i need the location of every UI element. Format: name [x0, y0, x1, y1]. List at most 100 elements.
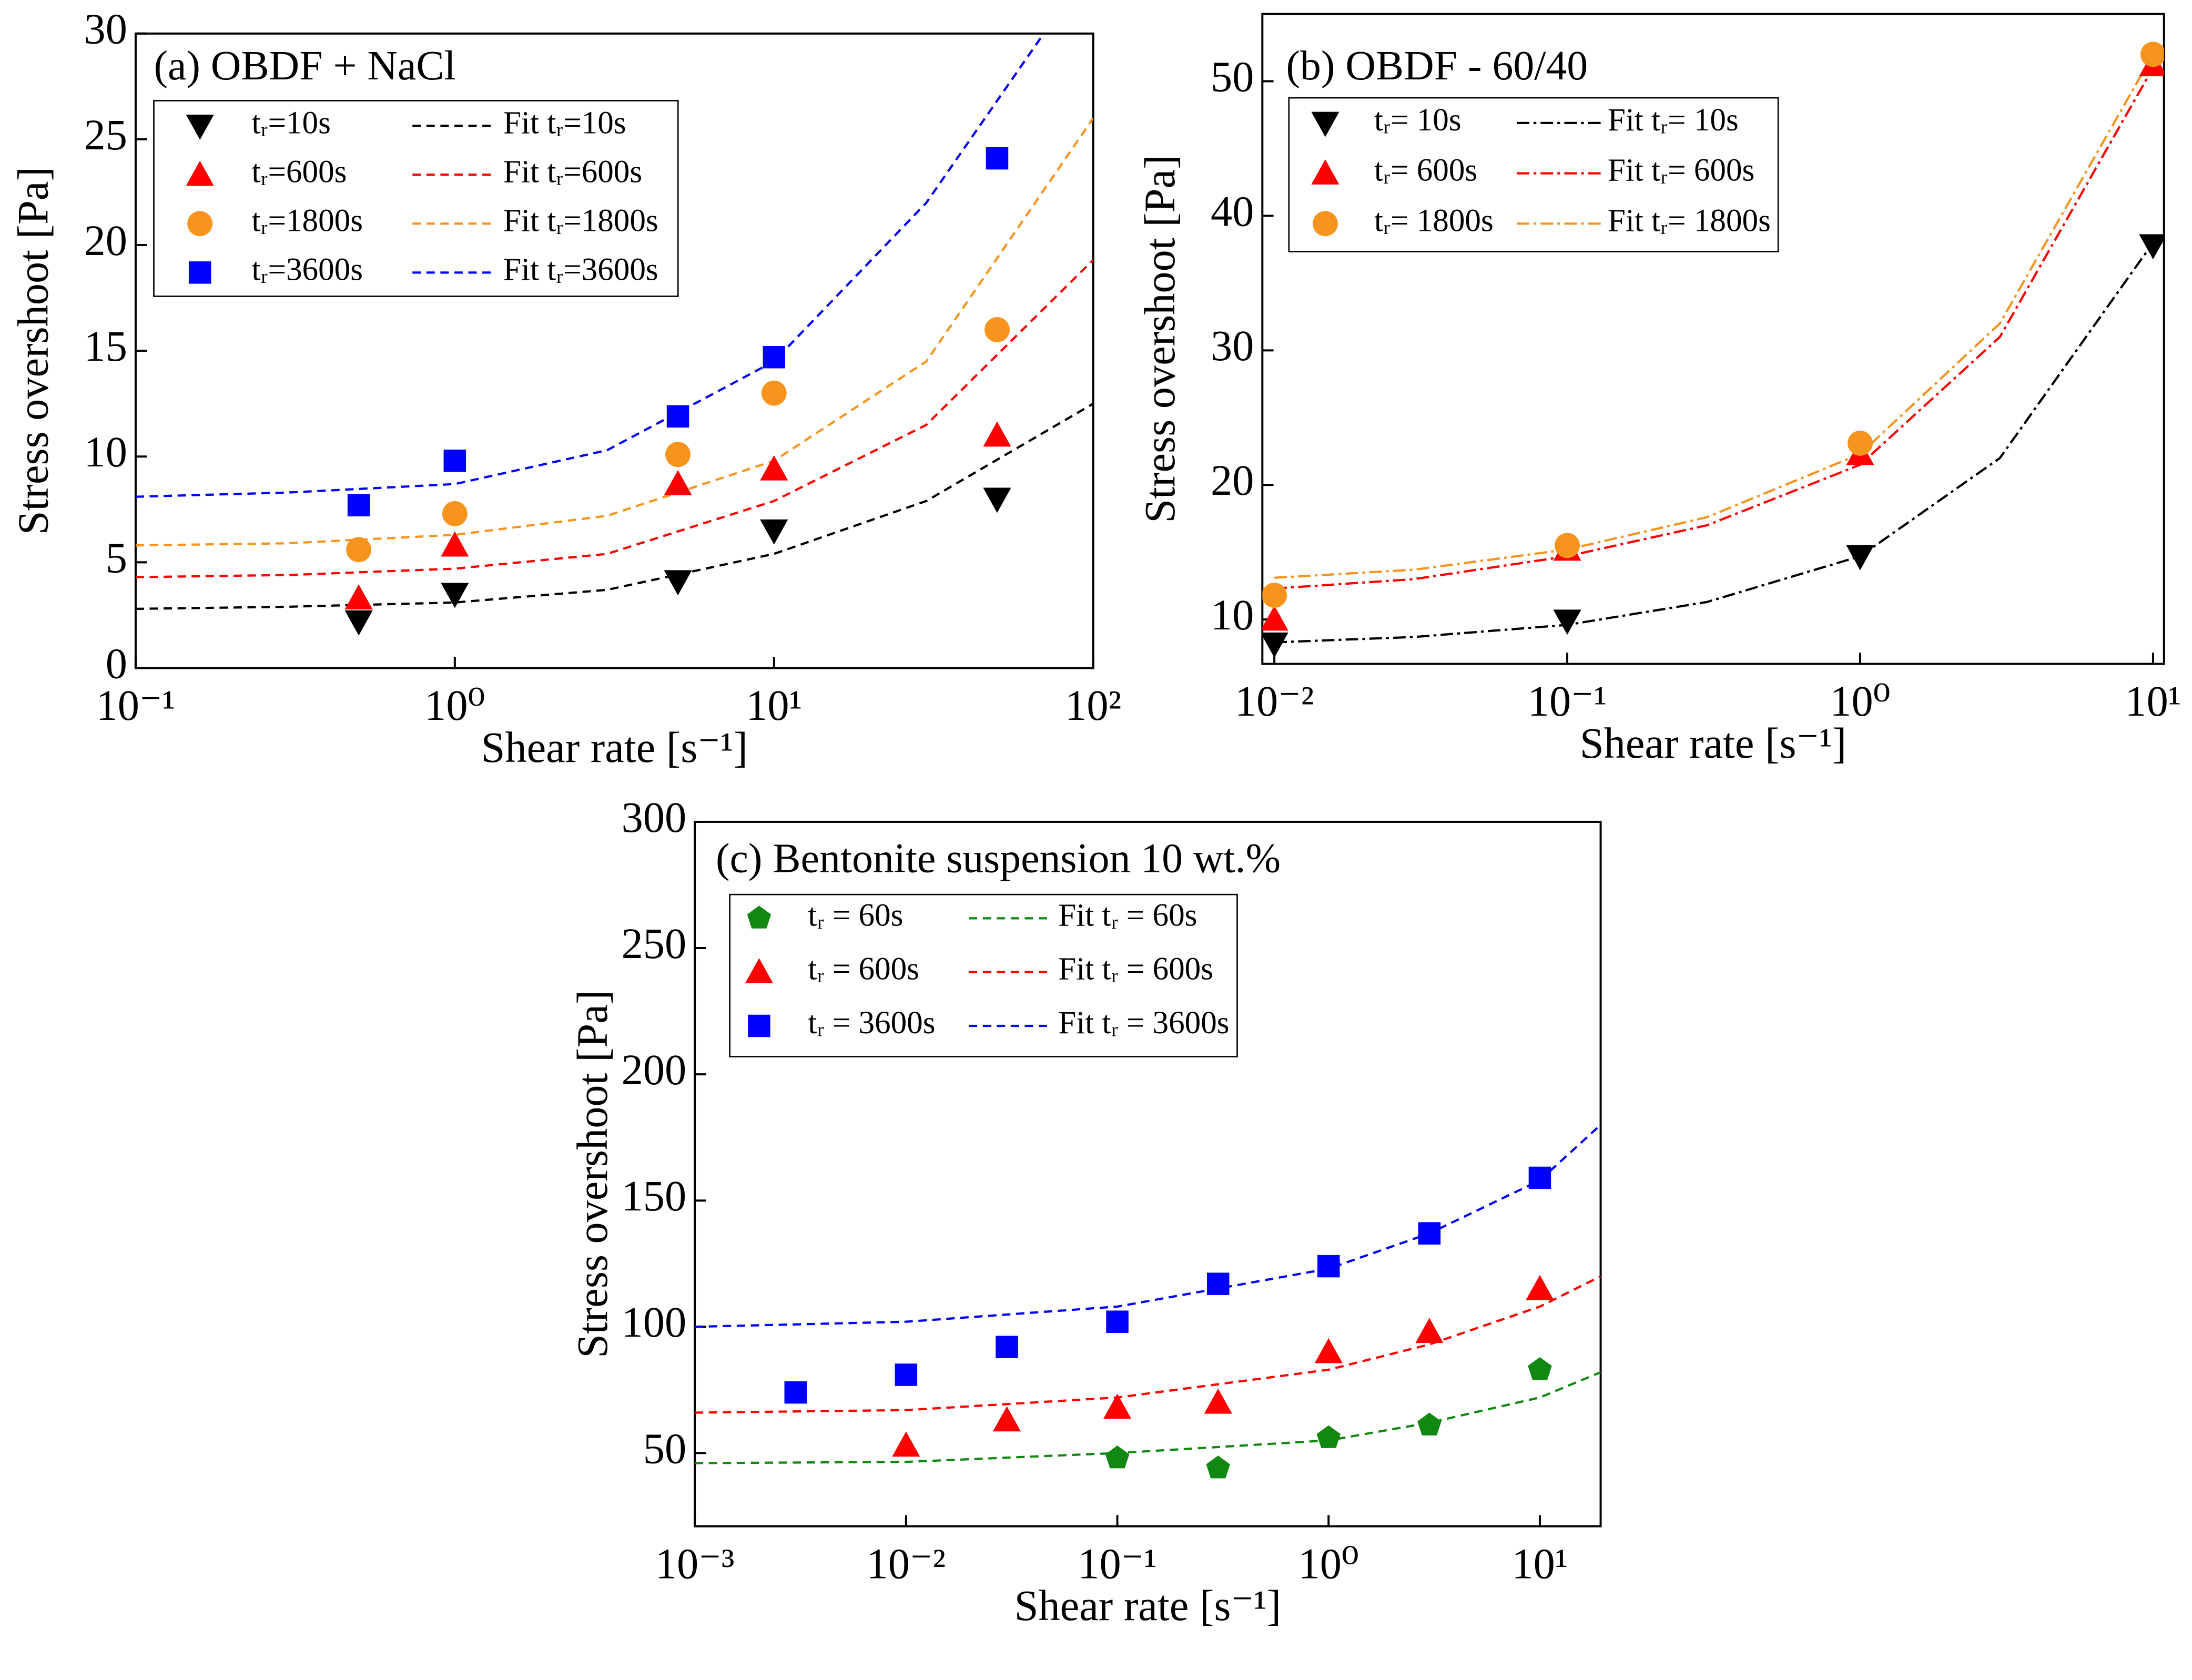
x-tick-label: 10²: [1065, 681, 1121, 729]
fit-line: [135, 33, 1045, 498]
chart: 10⁻³ 10⁻² 10⁻¹ 10⁰ 10¹ 50 100 150 200 250 300 Shear…: [569, 793, 1602, 1630]
marker: [1206, 1272, 1230, 1295]
marker: [1105, 1445, 1130, 1469]
y-tick-label: 150: [622, 1172, 687, 1220]
marker: [666, 405, 689, 428]
x-tick-label: 10⁰: [1830, 677, 1890, 725]
x-tick-label: 10¹: [2125, 677, 2181, 725]
legend-box: [729, 893, 1238, 1057]
marker: [441, 583, 469, 608]
y-axis-label: Stress overshoot [Pa]: [9, 167, 57, 535]
marker: [1311, 159, 1339, 185]
marker: [1846, 545, 1874, 571]
marker: [760, 455, 788, 481]
plot-area: [135, 33, 1093, 636]
marker: [784, 1381, 807, 1404]
marker: [186, 160, 214, 186]
marker: [1848, 430, 1873, 456]
y-tick-label: 300: [622, 793, 687, 841]
marker: [1528, 1357, 1552, 1380]
marker: [1316, 1425, 1341, 1448]
marker: [983, 487, 1011, 513]
fit-line: [135, 259, 1093, 578]
marker: [1526, 1275, 1554, 1300]
legend-label: Fit tᵣ=3600s: [503, 252, 658, 287]
marker: [986, 147, 1009, 170]
marker: [1204, 1388, 1232, 1414]
plot-frame: [134, 32, 1094, 669]
chart: 10⁻² 10⁻¹ 10⁰ 10¹ 10 20 30 40 50 Shear rate [s⁻¹]…: [1136, 13, 2181, 767]
marker: [344, 610, 373, 636]
chart-title: (a) OBDF + NaCl: [154, 43, 455, 89]
legend-label: Fit tᵣ=10s: [503, 105, 626, 140]
plot-frame: [694, 820, 1602, 1528]
marker: [665, 442, 691, 467]
marker: [441, 531, 469, 557]
x-tick-label: 10¹: [746, 681, 802, 729]
x-tick-label: 10⁰: [424, 681, 485, 729]
plot-area: [1262, 42, 2164, 658]
marker: [1106, 1310, 1129, 1333]
x-tick-label: 10⁰: [1298, 1540, 1359, 1587]
marker: [346, 537, 372, 563]
x-axis-label: Shear rate [s⁻¹]: [481, 724, 748, 771]
marker: [745, 958, 773, 983]
fit-line: [695, 1371, 1601, 1464]
marker: [443, 450, 466, 472]
x-tick-label: 10¹: [1511, 1540, 1568, 1587]
marker: [442, 501, 468, 526]
plot-area: [695, 1124, 1601, 1479]
y-tick-label: 50: [643, 1424, 686, 1472]
y-tick-label: 200: [622, 1046, 687, 1094]
y-tick-label: 15: [84, 322, 127, 370]
chart: 10⁻¹ 10⁰ 10¹ 10² 0 5 10 15 20 25 30 Shear rate [s⁻¹…: [9, 5, 1121, 771]
x-axis-label: Shear rate [s⁻¹]: [1580, 719, 1846, 767]
legend-label: tᵣ=1800s: [252, 203, 363, 238]
x-axis-label: Shear rate [s⁻¹]: [1014, 1582, 1281, 1630]
marker: [1262, 632, 1288, 658]
y-tick-label: 100: [622, 1298, 687, 1346]
fit-line: [135, 402, 1093, 610]
marker: [2139, 234, 2164, 260]
legend-label: Fit tᵣ = 3600s: [1058, 1005, 1229, 1041]
marker: [1553, 609, 1581, 635]
marker: [1555, 533, 1580, 558]
y-tick-label: 25: [84, 111, 127, 159]
legend-box: [153, 100, 679, 297]
legend-label: Fit tᵣ= 10s: [1608, 103, 1739, 138]
fit-line: [695, 1275, 1601, 1414]
y-tick-label: 40: [1211, 187, 1254, 235]
marker: [187, 211, 213, 237]
legend-label: Fit tᵣ = 60s: [1058, 898, 1197, 933]
marker: [1262, 583, 1287, 608]
marker: [895, 1363, 918, 1386]
plot-frame: [1261, 13, 2165, 665]
marker: [1314, 1338, 1343, 1363]
x-tick-label: 10⁻³: [655, 1540, 735, 1587]
marker: [985, 317, 1010, 342]
x-tick-label: 10⁻¹: [1078, 1540, 1157, 1587]
marker: [344, 584, 373, 610]
fit-line: [1274, 242, 2154, 644]
legend-label: tᵣ=3600s: [252, 252, 363, 287]
legend-label: tᵣ=600s: [252, 154, 347, 189]
marker: [747, 905, 772, 929]
marker: [1317, 1255, 1340, 1278]
y-tick-label: 20: [1211, 456, 1254, 504]
fit-line: [135, 117, 1093, 547]
marker: [748, 1014, 770, 1037]
marker: [892, 1431, 920, 1457]
legend-label: tᵣ=10s: [252, 105, 331, 140]
marker: [983, 421, 1011, 447]
marker: [1528, 1166, 1551, 1189]
marker: [188, 261, 211, 284]
legend-label: Fit tᵣ=1800s: [503, 203, 658, 238]
y-axis-label: Stress overshoot [Pa]: [1136, 155, 1184, 523]
legend-label: Fit tᵣ = 600s: [1058, 952, 1213, 987]
y-tick-label: 30: [84, 5, 127, 53]
legend-label: tᵣ= 600s: [1374, 153, 1477, 188]
marker: [761, 380, 787, 406]
y-axis-label: Stress overshoot [Pa]: [569, 990, 616, 1358]
